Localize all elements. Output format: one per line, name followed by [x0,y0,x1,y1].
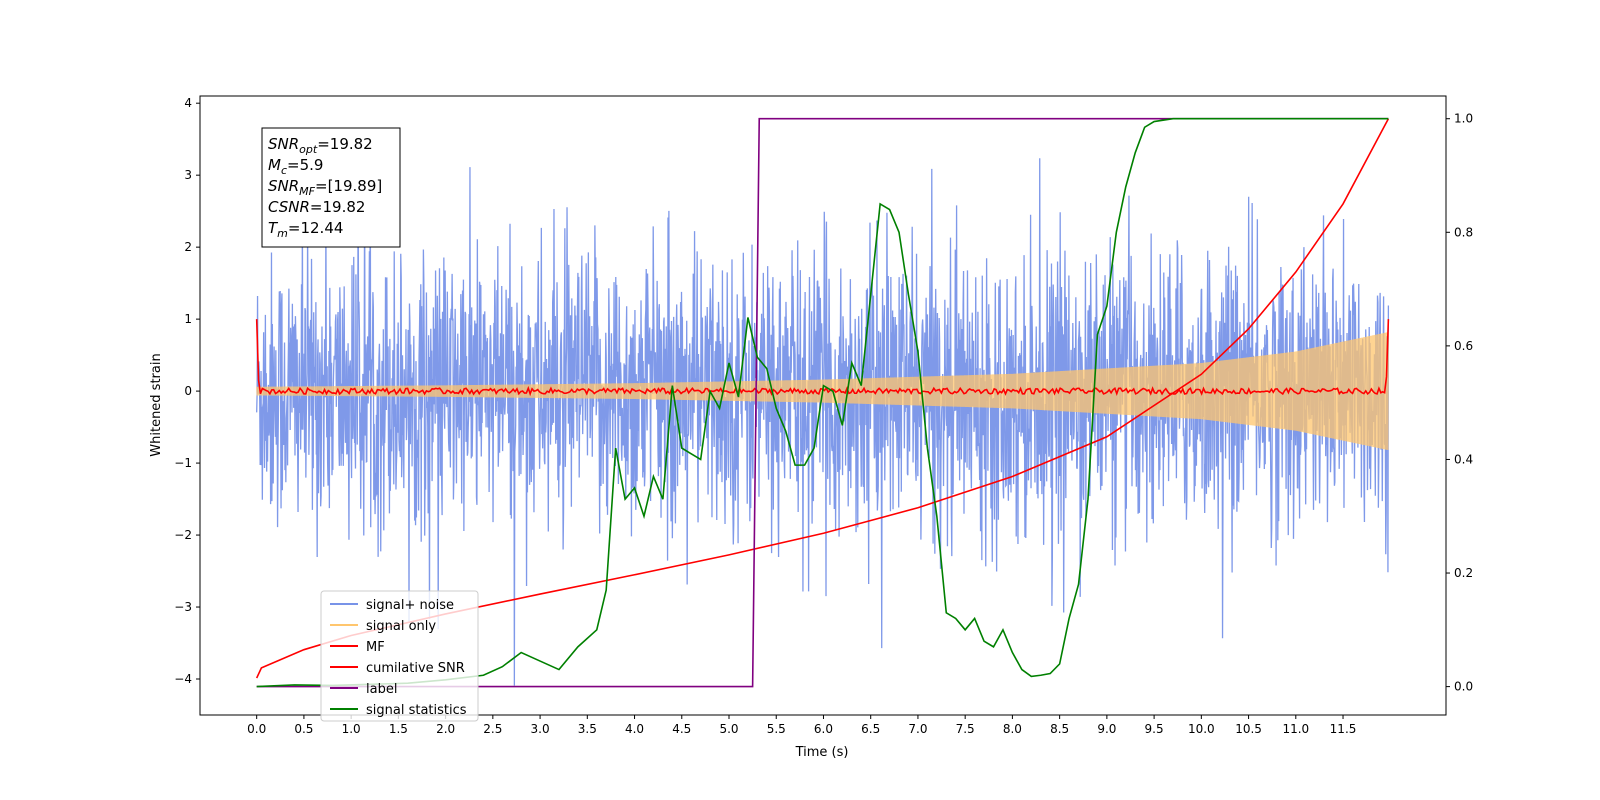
x-tick-label: 5.5 [767,722,786,736]
x-tick-label: 0.5 [294,722,313,736]
series-signal-statistics-line [256,117,1389,688]
x-tick-label: 4.0 [625,722,644,736]
x-tick-label: 1.5 [389,722,408,736]
x-tick-label: 11.0 [1282,722,1309,736]
info-tm: Tm=12.44 [268,219,343,240]
legend-label-cumulative-snr: cumilative SNR [366,661,465,676]
x-tick-label: 3.5 [578,722,597,736]
info-box: SNRopt=19.82 Mc=5.9 SNRMF=[19.89] CSNR=1… [261,127,401,248]
legend-label-mf: MF [366,640,385,655]
x-axis: 0.0 0.5 1.0 1.5 2.0 2.5 3.0 3.5 4.0 4.5 5.0 5.5 6.0 6… [247,715,1356,736]
legend-label-signal-only: signal only [366,619,436,634]
y-axis-right: 0.0 0.2 0.4 0.6 0.8 1.0 [1446,112,1473,694]
series-label-line [256,117,1389,688]
x-tick-label: 8.0 [1003,722,1022,736]
y2-tick-label: 0.0 [1454,680,1473,694]
y-tick-label: −1 [174,456,192,470]
legend: signal+ noise signal only MF cumilative … [320,590,479,722]
y2-tick-label: 0.6 [1454,339,1473,353]
x-tick-label: 7.0 [908,722,927,736]
legend-frame [320,590,479,722]
info-box-frame [261,127,401,248]
x-tick-label: 0.0 [247,722,266,736]
x-tick-label: 10.5 [1235,722,1262,736]
x-tick-label: 2.0 [436,722,455,736]
x-tick-label: 8.5 [1050,722,1069,736]
y-tick-label: −4 [174,672,192,686]
x-tick-label: 4.5 [672,722,691,736]
legend-label-signal-statistics: signal statistics [366,703,467,718]
x-tick-label: 9.5 [1145,722,1164,736]
x-tick-label: 5.0 [719,722,738,736]
x-tick-label: 2.5 [483,722,502,736]
y-tick-label: 2 [184,240,192,254]
info-snr-mf: SNRMF=[19.89] [268,177,382,198]
y-axis-label: Whitened strain [149,353,164,456]
y-tick-label: 0 [184,384,192,398]
x-tick-label: 3.0 [531,722,550,736]
info-csnr: CSNR=19.82 [268,198,365,216]
y2-tick-label: 1.0 [1454,112,1473,126]
y2-tick-label: 0.4 [1454,452,1473,466]
series-signal-only-line [256,332,1389,451]
y2-tick-label: 0.2 [1454,566,1473,580]
legend-label-label: label [366,682,397,697]
y-tick-label: −3 [174,600,192,614]
x-tick-label: 6.0 [814,722,833,736]
x-tick-label: 11.5 [1330,722,1357,736]
x-axis-label: Time (s) [795,745,849,760]
x-tick-label: 10.0 [1188,722,1215,736]
x-tick-label: 6.5 [861,722,880,736]
legend-label-signal-noise: signal+ noise [366,598,454,613]
y-axis-left: −4 −3 −2 −1 0 1 2 3 4 [174,96,200,686]
y-tick-label: 4 [184,96,192,110]
y2-tick-label: 0.8 [1454,225,1473,239]
x-tick-label: 9.0 [1097,722,1116,736]
x-tick-label: 7.5 [956,722,975,736]
y-tick-label: 1 [184,312,192,326]
x-tick-label: 1.0 [342,722,361,736]
info-snr-opt: SNRopt=19.82 [268,135,373,156]
y-tick-label: 3 [184,168,192,182]
y-tick-label: −2 [174,528,192,542]
info-mc: Mc=5.9 [268,156,323,177]
